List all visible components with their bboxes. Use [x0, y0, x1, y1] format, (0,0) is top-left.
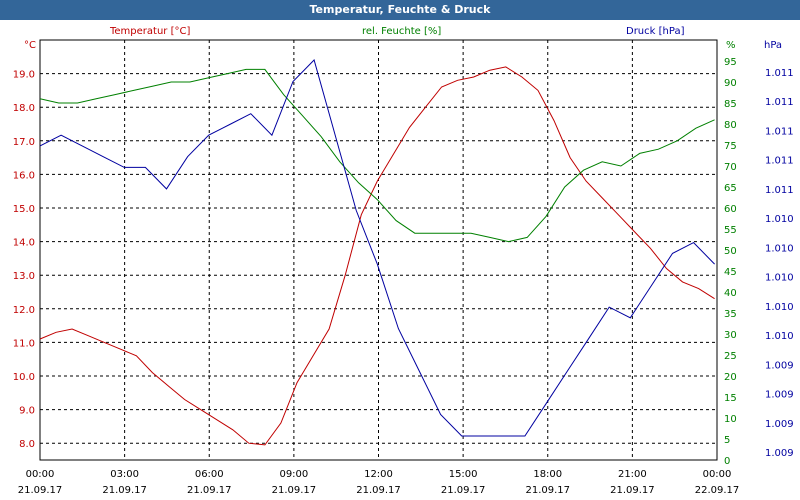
x-tick-date: 22.09.17	[695, 485, 740, 496]
chart-title: Temperatur, Feuchte & Druck	[0, 0, 800, 20]
x-tick-date: 21.09.17	[610, 485, 655, 496]
right-tick-label: 1.011	[765, 97, 794, 108]
mid-tick-label: 95	[724, 57, 737, 68]
mid-tick-label: 20	[724, 372, 737, 383]
right-tick-label: 1.010	[765, 331, 794, 342]
x-tick-time: 12:00	[364, 469, 393, 480]
right-tick-label: 1.010	[765, 243, 794, 254]
mid-tick-label: 25	[724, 351, 737, 362]
mid-tick-label: 10	[724, 414, 737, 425]
left-tick-label: 14.0	[13, 238, 35, 249]
x-tick-time: 09:00	[279, 469, 308, 480]
left-tick-label: 9.0	[19, 406, 35, 417]
x-tick-date: 21.09.17	[441, 485, 486, 496]
mid-tick-label: 85	[724, 99, 737, 110]
left-tick-label: 12.0	[13, 305, 35, 316]
right-axis-unit: hPa	[764, 40, 782, 51]
mid-tick-label: 5	[724, 435, 730, 446]
x-tick-date: 21.09.17	[102, 485, 147, 496]
series-line-humidity	[39, 68, 715, 243]
mid-tick-label: 80	[724, 120, 737, 131]
mid-tick-label: 55	[724, 225, 737, 236]
mid-tick-label: 35	[724, 309, 737, 320]
x-tick-time: 03:00	[110, 469, 139, 480]
x-tick-time: 21:00	[618, 469, 647, 480]
x-tick-date: 21.09.17	[272, 485, 317, 496]
x-tick-time: 00:00	[26, 469, 55, 480]
right-tick-label: 1.009	[765, 360, 794, 371]
x-tick-date: 21.09.17	[356, 485, 401, 496]
right-tick-label: 1.009	[765, 448, 794, 459]
left-tick-label: 19.0	[13, 70, 35, 81]
mid-tick-label: 65	[724, 183, 737, 194]
left-tick-label: 13.0	[13, 271, 35, 282]
series-line-pressure	[39, 59, 715, 437]
x-tick-time: 06:00	[195, 469, 224, 480]
left-tick-label: 16.0	[13, 170, 35, 181]
left-tick-label: 8.0	[19, 439, 35, 450]
series-line-temperature	[39, 66, 715, 446]
mid-tick-label: 90	[724, 78, 737, 89]
mid-tick-label: 75	[724, 141, 737, 152]
right-tick-label: 1.010	[765, 302, 794, 313]
mid-tick-label: 60	[724, 204, 737, 215]
x-tick-time: 15:00	[449, 469, 478, 480]
x-tick-date: 21.09.17	[525, 485, 570, 496]
left-tick-label: 18.0	[13, 103, 35, 114]
mid-tick-label: 70	[724, 162, 737, 173]
mid-tick-label: 0	[724, 456, 730, 467]
x-tick-date: 21.09.17	[18, 485, 63, 496]
x-tick-time: 18:00	[533, 469, 562, 480]
right-tick-label: 1.011	[765, 156, 794, 167]
mid-axis-unit: %	[726, 40, 736, 51]
right-tick-label: 1.010	[765, 273, 794, 284]
right-tick-label: 1.010	[765, 214, 794, 225]
legend-temperature: Temperatur [°C]	[109, 26, 190, 37]
legend-pressure: Druck [hPa]	[626, 26, 685, 37]
axis-labels: 8.0 9.0 10.0 11.0 12.0 13.0 14.0 15.0 16.0 17.0 18…	[13, 57, 794, 496]
mid-tick-label: 45	[724, 267, 737, 278]
right-tick-label: 1.011	[765, 126, 794, 137]
x-tick-time: 00:00	[703, 469, 732, 480]
right-tick-label: 1.011	[765, 185, 794, 196]
right-tick-label: 1.009	[765, 419, 794, 430]
right-tick-label: 1.009	[765, 390, 794, 401]
mid-tick-label: 30	[724, 330, 737, 341]
mid-tick-label: 15	[724, 393, 737, 404]
left-tick-label: 10.0	[13, 372, 35, 383]
mid-tick-label: 40	[724, 288, 737, 299]
x-tick-date: 21.09.17	[187, 485, 232, 496]
left-tick-label: 15.0	[13, 204, 35, 215]
left-tick-label: 17.0	[13, 137, 35, 148]
left-tick-label: 11.0	[13, 338, 35, 349]
left-axis-unit: °C	[24, 40, 36, 51]
series-group	[39, 59, 715, 446]
mid-tick-label: 50	[724, 246, 737, 257]
right-tick-label: 1.011	[765, 68, 794, 79]
legend-humidity: rel. Feuchte [%]	[362, 26, 441, 37]
